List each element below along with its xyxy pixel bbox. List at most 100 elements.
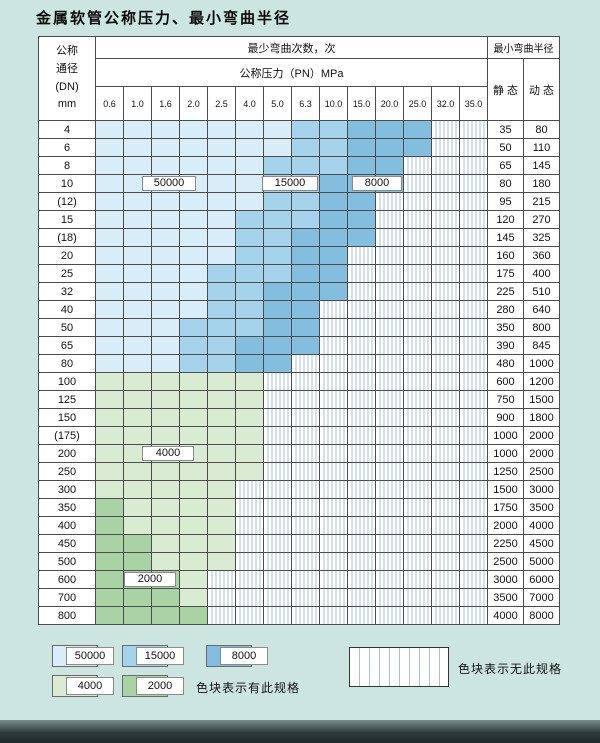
- spec-cell-8000: [263, 318, 292, 337]
- spec-cell-4000: [207, 444, 236, 463]
- no-spec-cell: [319, 498, 348, 517]
- spec-cell-50000: [207, 156, 236, 175]
- spec-cell-8000: [263, 282, 292, 301]
- spec-cell-15000: [291, 138, 320, 157]
- spec-cell-4000: [95, 390, 124, 409]
- dynamic-radius-cell: 145: [523, 156, 560, 175]
- no-spec-cell: [403, 192, 432, 211]
- spec-cell-15000: [319, 156, 348, 175]
- no-spec-cell: [291, 354, 320, 373]
- table-body: 4 35 80 6 50 110 8 65 145 10 80 180 (12) 95 215 15 120 27…: [38, 120, 560, 625]
- spec-cell-4000: [179, 372, 208, 391]
- no-spec-cell: [375, 192, 404, 211]
- no-spec-cell: [459, 354, 488, 373]
- no-spec-cell: [375, 444, 404, 463]
- spec-cell-4000: [179, 570, 208, 589]
- dynamic-radius-cell: 215: [523, 192, 560, 211]
- legend-item-50000: 50000: [52, 645, 116, 667]
- table-row: 8 65 145: [38, 156, 560, 175]
- no-spec-cell: [403, 372, 432, 391]
- no-spec-cell: [319, 570, 348, 589]
- dn-cell: 6: [38, 138, 96, 157]
- legend-value-label: 15000: [136, 647, 184, 665]
- no-spec-cell: [347, 372, 376, 391]
- no-spec-cell: [431, 534, 460, 553]
- spec-cell-4000: [179, 426, 208, 445]
- spec-cell-2000: [95, 498, 124, 517]
- spec-cell-50000: [123, 246, 152, 265]
- no-spec-cell: [263, 588, 292, 607]
- no-spec-cell: [291, 408, 320, 427]
- no-spec-cell: [403, 480, 432, 499]
- spec-cell-15000: [207, 336, 236, 355]
- spec-cell-4000: [179, 408, 208, 427]
- pressure-col-header: 35.0: [459, 86, 488, 121]
- spec-cell-8000: [319, 246, 348, 265]
- no-spec-cell: [403, 318, 432, 337]
- no-spec-cell: [263, 444, 292, 463]
- dynamic-radius-cell: 2000: [523, 444, 560, 463]
- spec-cell-15000: [179, 336, 208, 355]
- spec-cell-50000: [95, 300, 124, 319]
- spec-cell-50000: [207, 228, 236, 247]
- no-spec-cell: [459, 336, 488, 355]
- spec-cell-50000: [179, 264, 208, 283]
- spec-cell-4000: [235, 408, 264, 427]
- spec-cell-50000: [95, 138, 124, 157]
- spec-cell-50000: [263, 120, 292, 139]
- no-spec-cell: [375, 264, 404, 283]
- spec-cell-50000: [95, 336, 124, 355]
- no-spec-cell: [263, 480, 292, 499]
- no-spec-cell: [235, 498, 264, 517]
- no-spec-cell: [459, 156, 488, 175]
- dynamic-radius-cell: 180: [523, 174, 560, 193]
- spec-cell-50000: [179, 138, 208, 157]
- spec-cell-50000: [95, 282, 124, 301]
- no-spec-cell: [459, 480, 488, 499]
- no-spec-cell: [403, 174, 432, 193]
- static-radius-cell: 390: [487, 336, 524, 355]
- dn-cell: 800: [38, 606, 96, 625]
- no-spec-cell: [431, 516, 460, 535]
- no-spec-cell: [459, 174, 488, 193]
- table-row: 150 900 1800: [38, 408, 560, 427]
- spec-cell-50000: [95, 228, 124, 247]
- no-spec-cell: [459, 444, 488, 463]
- dn-cell: 32: [38, 282, 96, 301]
- spec-cell-50000: [151, 120, 180, 139]
- dn-cell: 125: [38, 390, 96, 409]
- radius-header: 最小弯曲半径: [487, 36, 560, 59]
- dn-cell: 8: [38, 156, 96, 175]
- spec-cell-4000: [123, 372, 152, 391]
- static-radius-cell: 2000: [487, 516, 524, 535]
- spec-cell-50000: [123, 138, 152, 157]
- spec-cell-50000: [235, 192, 264, 211]
- dynamic-radius-cell: 2500: [523, 462, 560, 481]
- table-row: 32 225 510: [38, 282, 560, 301]
- no-spec-cell: [347, 498, 376, 517]
- no-spec-cell: [459, 534, 488, 553]
- dn-cell: 450: [38, 534, 96, 553]
- no-spec-cell: [431, 390, 460, 409]
- spec-cell-8000: [319, 174, 348, 193]
- pressure-col-header: 1.6: [151, 86, 180, 121]
- no-spec-cell: [347, 534, 376, 553]
- pressure-col-header: 2.0: [179, 86, 208, 121]
- spec-cell-8000: [375, 138, 404, 157]
- no-spec-cell: [291, 552, 320, 571]
- dynamic-radius-cell: 7000: [523, 588, 560, 607]
- no-spec-cell: [403, 588, 432, 607]
- spec-cell-50000: [123, 300, 152, 319]
- spec-cell-4000: [123, 408, 152, 427]
- spec-cell-4000: [95, 426, 124, 445]
- no-spec-cell: [403, 336, 432, 355]
- spec-cell-50000: [95, 120, 124, 139]
- spec-cell-15000: [263, 228, 292, 247]
- no-spec-cell: [403, 408, 432, 427]
- no-spec-cell: [347, 552, 376, 571]
- dn-cell: 350: [38, 498, 96, 517]
- pressure-col-header: 6.3: [291, 86, 320, 121]
- table-row: 6 50 110: [38, 138, 560, 157]
- static-column-header: 静 态: [487, 58, 524, 121]
- legend-value-label: 4000: [66, 677, 114, 695]
